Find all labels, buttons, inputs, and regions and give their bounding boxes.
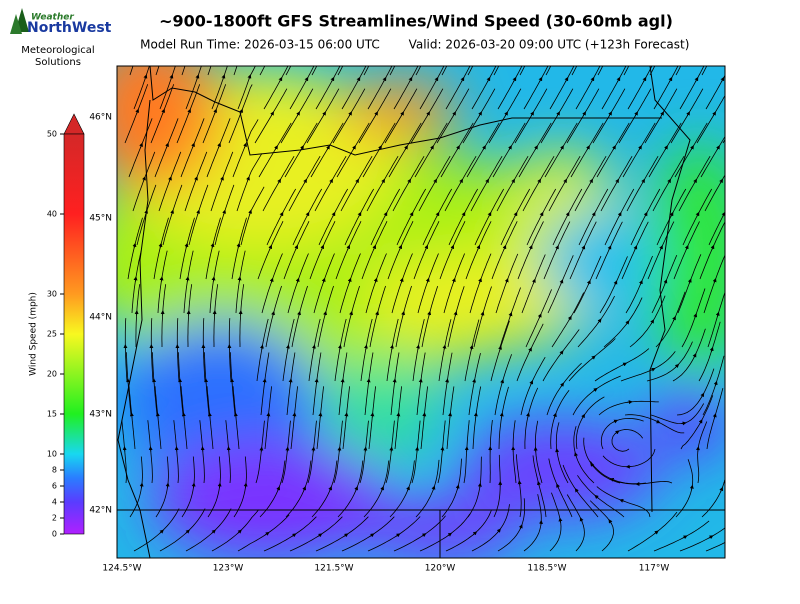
run-time: Model Run Time: 2026-03-15 06:00 UTC bbox=[140, 38, 380, 52]
colorbar-tick-label: 0 bbox=[52, 530, 57, 539]
streamline-arrow bbox=[746, 488, 747, 491]
colorbar-tick-label: 15 bbox=[47, 410, 57, 419]
streamline bbox=[729, 353, 741, 415]
lat-label: 42°N bbox=[89, 506, 112, 516]
logo: Weather NorthWest Meteorological Solutio… bbox=[10, 8, 112, 68]
streamline-arrow bbox=[690, 44, 692, 47]
colorbar-label: Wind Speed (mph) bbox=[29, 292, 39, 376]
lat-label: 44°N bbox=[89, 313, 112, 323]
colorbar-tick-label: 40 bbox=[47, 210, 57, 219]
streamline-arrow bbox=[748, 79, 750, 82]
streamline-arrow bbox=[161, 278, 162, 281]
streamline bbox=[730, 254, 751, 313]
streamline bbox=[732, 517, 785, 551]
colorbar-tick-label: 30 bbox=[47, 290, 57, 299]
streamline-arrow bbox=[737, 414, 738, 417]
streamline bbox=[733, 387, 743, 449]
lat-label: 45°N bbox=[89, 214, 112, 224]
streamline bbox=[727, 123, 759, 177]
colorbar-tick-label: 6 bbox=[52, 482, 57, 491]
streamline-arrow bbox=[404, 44, 406, 47]
streamline bbox=[728, 461, 754, 517]
streamline-arrow bbox=[743, 147, 745, 150]
logo-line: Solutions bbox=[35, 57, 81, 68]
colorbar bbox=[64, 134, 84, 534]
streamline bbox=[723, 89, 755, 143]
streamline-arrow bbox=[738, 247, 739, 250]
wind-field bbox=[70, 14, 785, 560]
lon-label: 123°W bbox=[213, 564, 244, 574]
streamline-arrow bbox=[480, 485, 481, 488]
streamline-arrow bbox=[739, 113, 741, 116]
streamline bbox=[731, 156, 762, 211]
streamline bbox=[726, 221, 751, 279]
streamline bbox=[728, 18, 755, 75]
streamline bbox=[734, 286, 751, 347]
logo-brand: NorthWest bbox=[27, 20, 112, 36]
streamline-arrow bbox=[239, 278, 240, 281]
streamline-arrow bbox=[746, 180, 748, 183]
streamline-arrow bbox=[742, 44, 744, 47]
lon-label: 124.5°W bbox=[102, 564, 141, 574]
lat-label: 46°N bbox=[89, 113, 112, 123]
title: ~900-1800ft GFS Streamlines/Wind Speed (… bbox=[159, 12, 673, 31]
streamline-arrow bbox=[716, 44, 718, 47]
streamline-arrow bbox=[742, 313, 743, 316]
lon-label: 121.5°W bbox=[314, 564, 353, 574]
streamline-arrow bbox=[502, 414, 503, 417]
colorbar-tick-label: 10 bbox=[47, 450, 57, 459]
streamline-arrow bbox=[135, 278, 136, 281]
streamline bbox=[725, 320, 740, 381]
lat-label: 43°N bbox=[89, 410, 112, 420]
streamline-arrow bbox=[734, 536, 737, 538]
streamline-arrow bbox=[447, 380, 448, 383]
streamline-arrow bbox=[681, 423, 684, 424]
streamline-arrow bbox=[187, 278, 188, 281]
streamline-arrow bbox=[213, 278, 214, 281]
streamline bbox=[735, 189, 764, 245]
colorbar-tick-label: 4 bbox=[52, 498, 57, 507]
streamline-arrow bbox=[749, 214, 751, 217]
streamline-arrow bbox=[739, 280, 740, 283]
streamline-arrow bbox=[760, 535, 763, 537]
colorbar-extend bbox=[64, 114, 84, 134]
lon-label: 117°W bbox=[639, 564, 670, 574]
colorbar-tick-label: 8 bbox=[52, 466, 57, 475]
lon-label: 118.5°W bbox=[527, 564, 566, 574]
colorbar-tick-label: 50 bbox=[47, 130, 57, 139]
colorbar-tick-label: 25 bbox=[47, 330, 57, 339]
streamline bbox=[732, 54, 762, 109]
lon-label: 120°W bbox=[425, 564, 456, 574]
logo-line: Meteorological bbox=[21, 45, 94, 56]
colorbar-tick-label: 20 bbox=[47, 370, 57, 379]
streamline-arrow bbox=[732, 347, 733, 350]
streamline-arrow bbox=[560, 519, 561, 522]
valid-time: Valid: 2026-03-20 09:00 UTC (+123h Forec… bbox=[409, 38, 690, 52]
streamline-arrow bbox=[735, 381, 736, 384]
colorbar-tick-label: 2 bbox=[52, 514, 57, 523]
